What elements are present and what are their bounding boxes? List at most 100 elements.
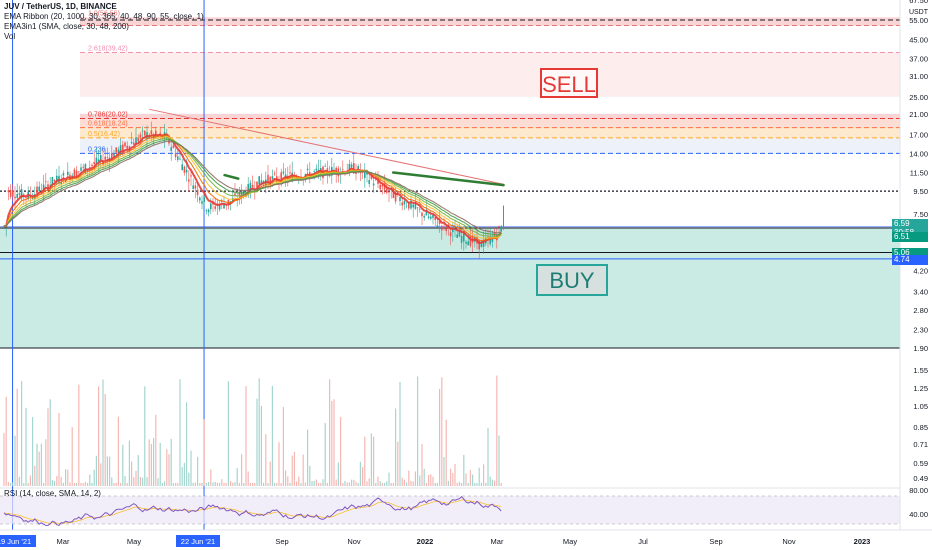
candle-body xyxy=(196,189,199,196)
candle-body xyxy=(375,179,377,181)
volume-bar xyxy=(287,476,289,486)
buy-zone xyxy=(0,227,900,348)
candle-body xyxy=(221,200,223,202)
volume-bar xyxy=(71,427,73,486)
candle-body xyxy=(126,145,128,149)
volume-bar xyxy=(181,467,183,486)
volume-bar xyxy=(381,482,383,486)
price-axis-bg xyxy=(900,0,932,550)
price-tick-label: 0.49 xyxy=(913,474,928,483)
volume-bar xyxy=(117,416,119,486)
volume-bar xyxy=(359,461,361,486)
candle-body xyxy=(155,130,157,135)
candle-body xyxy=(179,158,181,160)
volume-bar xyxy=(73,482,75,486)
fib-label: 0.236 xyxy=(88,146,106,153)
volume-bar xyxy=(432,476,434,486)
volume-bar xyxy=(210,469,212,486)
candle-body xyxy=(403,200,406,205)
volume-bar xyxy=(476,482,478,486)
fib-band xyxy=(80,127,900,138)
volume-bar xyxy=(278,442,280,486)
candle-body xyxy=(260,180,263,185)
volume-bar xyxy=(434,482,436,486)
price-tag: 5.06 xyxy=(892,247,928,258)
candle-body xyxy=(203,197,205,202)
price-tag: 6.59 xyxy=(892,218,928,229)
candle-body xyxy=(214,206,216,209)
buy-annotation[interactable]: BUY xyxy=(536,264,608,296)
candle-body xyxy=(82,166,84,168)
volume-bar xyxy=(320,483,322,486)
time-cursor-label-bg xyxy=(0,535,36,547)
volume-bar xyxy=(388,472,390,486)
volume-bar xyxy=(410,480,412,486)
volume-bar xyxy=(478,467,480,486)
volume-bar xyxy=(62,482,64,486)
volume-bar xyxy=(21,381,23,486)
volume-bar xyxy=(120,482,122,486)
candle-body xyxy=(366,171,368,175)
time-tick-label: Sep xyxy=(709,537,722,546)
candle-body xyxy=(359,172,362,174)
volume-bar xyxy=(489,476,491,486)
volume-bar xyxy=(318,482,320,486)
fib-label: 0.618(18.24) xyxy=(88,121,128,128)
candle-body xyxy=(73,169,76,178)
candle-body xyxy=(377,179,379,184)
sell-annotation[interactable]: SELL xyxy=(540,68,598,98)
volume-bar xyxy=(58,413,60,486)
ema-line xyxy=(4,137,502,238)
volume-bar xyxy=(454,463,456,486)
candle-body xyxy=(20,188,23,199)
time-tick-label: Nov xyxy=(347,537,361,546)
volume-bar xyxy=(56,476,58,486)
candle-body xyxy=(251,184,254,188)
volume-bar xyxy=(192,482,194,486)
candle-body xyxy=(139,134,142,138)
volume-bar xyxy=(166,449,168,486)
volume-bar xyxy=(183,462,185,486)
volume-bar xyxy=(80,482,82,486)
time-tick-label: Mar xyxy=(57,537,70,546)
candle-body xyxy=(31,197,34,199)
candle-body xyxy=(441,225,443,231)
candle-body xyxy=(159,132,161,134)
volume-bar xyxy=(300,482,302,486)
candle-body xyxy=(14,196,16,199)
time-tick-label: May xyxy=(127,537,141,546)
candle-body xyxy=(467,241,469,246)
candle-body xyxy=(423,216,425,218)
volume-bar xyxy=(109,456,111,486)
candle-body xyxy=(370,175,373,179)
volume-bar xyxy=(60,477,62,486)
volume-bar xyxy=(148,439,150,486)
price-tick-label: 9.50 xyxy=(913,187,928,196)
volume-bar xyxy=(34,465,36,486)
volume-bar xyxy=(443,457,445,486)
candle-body xyxy=(427,216,430,218)
candle-body xyxy=(201,201,203,204)
volume-bar xyxy=(309,465,311,486)
volume-bar xyxy=(304,482,306,486)
candle-body xyxy=(75,170,78,177)
candle-body xyxy=(12,190,14,197)
sell-text: SELL xyxy=(542,72,596,97)
candle-body xyxy=(207,209,210,213)
candle-body xyxy=(273,173,276,175)
candle-body xyxy=(434,217,436,220)
volume-bar xyxy=(208,482,210,486)
volume-bar xyxy=(392,482,394,486)
volume-bar xyxy=(335,479,337,486)
volume-bar xyxy=(150,443,152,486)
candle-body xyxy=(414,203,417,209)
volume-bar xyxy=(480,482,482,486)
volume-bar xyxy=(344,480,346,486)
volume-bar xyxy=(452,473,454,486)
volume-bar xyxy=(47,408,49,486)
candle-body xyxy=(130,142,133,144)
candle-body xyxy=(91,164,93,167)
volume-bar xyxy=(137,455,139,486)
volume-bar xyxy=(157,478,159,486)
